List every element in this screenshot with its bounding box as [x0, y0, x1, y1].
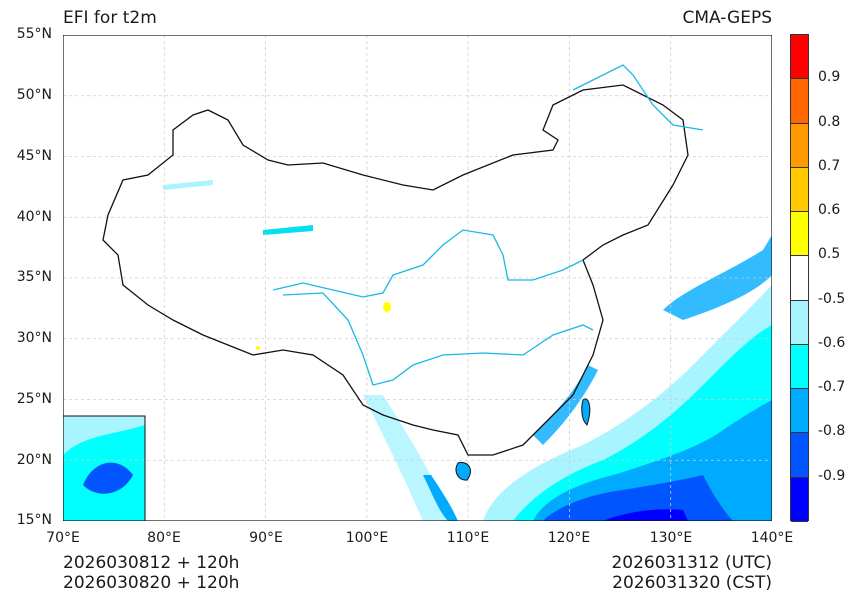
colorbar-segment [791, 477, 808, 522]
init-time-cst: 2026030820 + 120h [63, 573, 240, 593]
yangtze-river [282, 292, 594, 386]
colorbar-label: 0.9 [818, 69, 841, 86]
lon-tick: 110°E [446, 530, 490, 546]
colorbar-segment [791, 300, 808, 345]
colorbar-label: 0.5 [818, 246, 841, 263]
colorbar [790, 34, 809, 522]
lon-tick: 120°E [547, 530, 591, 546]
colorbar-segment [791, 35, 808, 80]
colorbar-label: -0.7 [818, 379, 846, 396]
lat-tick: 25°N [16, 391, 52, 407]
lat-tick: 15°N [16, 512, 52, 528]
lon-tick: 80°E [147, 530, 181, 546]
colorbar-segment [791, 79, 808, 124]
china-border [102, 84, 689, 456]
lat-tick: 45°N [16, 148, 52, 164]
init-time-utc: 2026030812 + 120h [63, 553, 240, 573]
colorbar-label: 0.7 [818, 157, 841, 174]
colorbar-label: -0.9 [818, 467, 846, 484]
colorbar-segment [791, 389, 808, 434]
valid-time-utc: 2026031312 (UTC) [611, 553, 772, 573]
colorbar-segment [791, 256, 808, 301]
init-time-block: 2026030812 + 120h 2026030820 + 120h [63, 553, 239, 593]
lat-tick: 20°N [16, 452, 52, 468]
lon-tick: 100°E [345, 530, 389, 546]
colorbar-segment [791, 167, 808, 213]
valid-time-block: 2026031312 (UTC) 2026031320 (CST) [611, 553, 772, 593]
model-name: CMA-GEPS [682, 8, 772, 28]
amur-river [572, 64, 704, 131]
graticule [63, 35, 772, 521]
lon-tick: 130°E [649, 530, 693, 546]
colorbar-label: -0.8 [818, 423, 846, 440]
lon-tick: 70°E [46, 530, 80, 546]
lat-tick: 35°N [16, 269, 52, 285]
colorbar-segment [791, 212, 808, 257]
lat-tick: 40°N [16, 209, 52, 225]
colorbar-segment [791, 344, 808, 390]
colorbar-label: -0.6 [818, 334, 846, 351]
yellow-river [272, 229, 584, 298]
colorbar-label: 0.8 [818, 113, 841, 130]
colorbar-label: -0.5 [818, 290, 846, 307]
efi-shading [163, 180, 772, 521]
efi-map [63, 35, 772, 521]
colorbar-segment [791, 123, 808, 168]
lat-tick: 50°N [16, 87, 52, 103]
south-china-sea-inset [63, 415, 146, 521]
colorbar-label: 0.6 [818, 202, 841, 219]
lat-tick: 55°N [16, 26, 52, 42]
map-title: EFI for t2m [63, 8, 157, 28]
lon-tick: 90°E [249, 530, 283, 546]
lon-tick: 140°E [750, 530, 794, 546]
valid-time-cst: 2026031320 (CST) [612, 573, 772, 593]
lat-tick: 30°N [16, 330, 52, 346]
colorbar-segment [791, 433, 808, 478]
